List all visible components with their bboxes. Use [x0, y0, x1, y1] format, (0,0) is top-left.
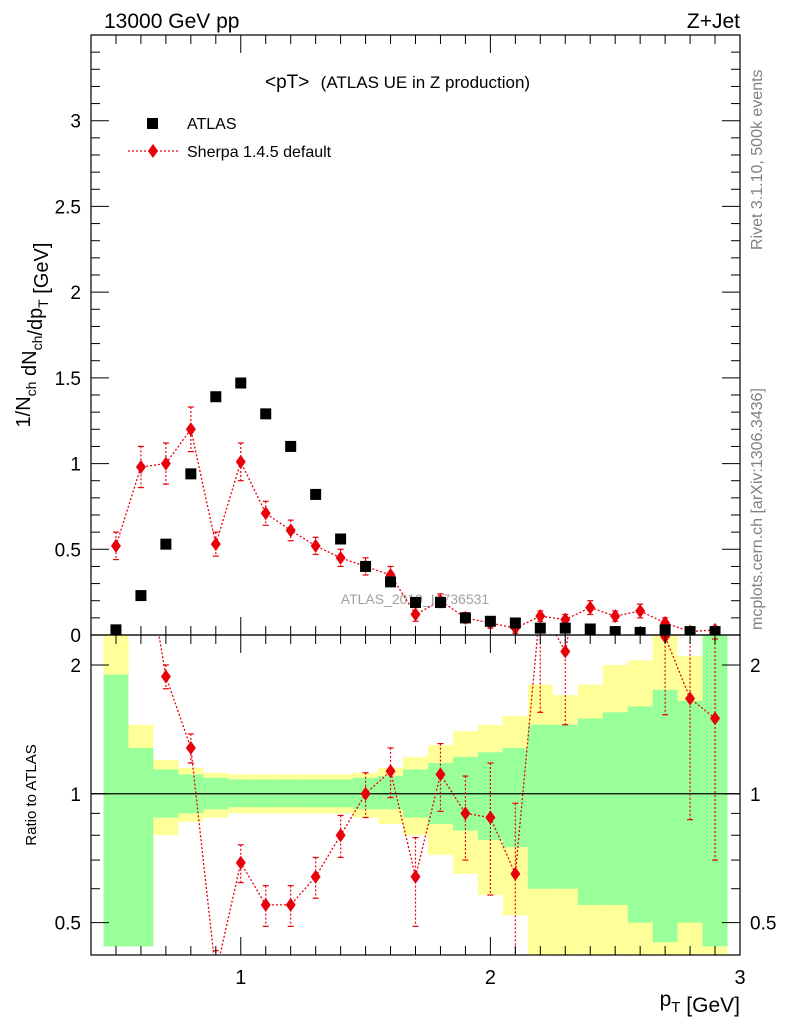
- mc-point: [210, 537, 221, 552]
- x-tick-label: 1: [235, 967, 246, 989]
- ratio-mc-point: [685, 691, 696, 706]
- data-point: [385, 576, 397, 588]
- ratio-band-inner: [702, 635, 728, 947]
- ratio-y-axis-label: Ratio to ATLAS: [23, 744, 40, 845]
- ratio-mc-point: [160, 669, 171, 684]
- ratio-band-inner: [577, 718, 603, 905]
- header-process-label: 13000 GeV pp: [104, 10, 239, 33]
- mc-point: [635, 604, 646, 618]
- main-y-tick-label: 2.5: [55, 197, 81, 218]
- ratio-mc-point: [111, 260, 121, 274]
- mcplots-reference-label: mcplots.cern.ch [arXiv:1306.3436]: [749, 388, 766, 630]
- legend-mc-label: Sherpa 1.4.5 default: [187, 144, 332, 161]
- ratio-y-tick-label-right: 0.5: [750, 914, 776, 935]
- mc-point: [285, 523, 296, 538]
- ratio-mc-point: [610, 470, 620, 484]
- ratio-mc-series: [111, 260, 721, 981]
- ratio-band-inner: [602, 712, 628, 905]
- ratio-band-inner: [502, 747, 528, 848]
- axis-ticks: 0 0.5 1 1.5 2 2.5 3 1 2 3 0.5 0.5 1 1 2 2: [55, 34, 776, 989]
- x-tick-label: 3: [734, 967, 745, 989]
- ratio-y-tick-label: 0.5: [55, 914, 81, 935]
- ratio-mc-point: [360, 786, 371, 801]
- header-analysis-label: Z+Jet: [687, 10, 740, 33]
- mc-point: [410, 607, 421, 622]
- mc-point: [585, 600, 596, 615]
- ratio-mc-point: [585, 507, 595, 521]
- data-point: [160, 538, 172, 550]
- mc-point: [235, 454, 246, 469]
- data-point: [235, 377, 247, 389]
- ratio-mc-point: [310, 869, 321, 884]
- ratio-y-tick-label-right: 2: [750, 656, 761, 677]
- ratio-y-tick-label: 2: [70, 656, 81, 677]
- ratio-mc-point: [560, 644, 571, 659]
- ratio-mc-point: [510, 866, 521, 881]
- data-point: [210, 391, 222, 403]
- ratio-mc-point: [211, 967, 221, 981]
- mc-point: [185, 422, 196, 437]
- ratio-mc-point: [235, 855, 246, 870]
- data-point: [135, 590, 147, 602]
- main-y-tick-label: 2: [70, 283, 81, 304]
- main-data-series: [110, 377, 721, 635]
- data-point: [434, 596, 446, 608]
- ratio-band-inner: [103, 674, 129, 947]
- ratio-band-inner: [552, 724, 578, 889]
- main-y-axis-label: 1/Nch dNch/dpT [GeV]: [13, 243, 53, 428]
- data-point: [335, 533, 347, 545]
- ratio-y-tick-label: 1: [70, 785, 81, 806]
- legend-data-marker: [147, 118, 158, 129]
- mc-point: [160, 456, 171, 471]
- plot-title-main: <pT>: [265, 72, 309, 93]
- data-point: [260, 408, 272, 420]
- ratio-band-inner: [627, 706, 653, 923]
- rivet-version-label: Rivet 3.1.10, 500k events: [749, 69, 766, 250]
- mc-point: [135, 460, 146, 474]
- data-point: [185, 468, 197, 480]
- mc-point: [610, 609, 621, 624]
- plot-title-sub: (ATLAS UE in Z production): [321, 73, 530, 92]
- ratio-mc-point: [435, 767, 446, 782]
- mc-point: [335, 550, 346, 565]
- data-point: [509, 617, 521, 629]
- main-y-tick-label: 3: [70, 112, 81, 133]
- mc-point: [260, 506, 271, 521]
- ratio-mc-point: [460, 806, 471, 821]
- ratio-mc-point: [710, 711, 721, 726]
- ratio-band-inner: [527, 724, 553, 889]
- ratio-mc-point: [410, 869, 421, 884]
- legend-data-label: ATLAS: [187, 116, 237, 133]
- data-point: [360, 560, 372, 572]
- ratio-mc-point: [335, 828, 346, 843]
- data-point: [285, 440, 297, 452]
- legend-mc-marker: [148, 144, 158, 158]
- main-y-tick-label: 0: [70, 626, 81, 647]
- x-axis-label: pT [GeV]: [660, 988, 740, 1017]
- ratio-mc-point: [285, 897, 296, 912]
- main-y-tick-label: 0.5: [55, 540, 81, 561]
- mc-point: [310, 538, 321, 553]
- ratio-mc-point: [385, 764, 396, 779]
- data-point: [310, 488, 322, 500]
- main-y-tick-label: 1: [70, 455, 81, 476]
- ratio-band-inner: [128, 747, 154, 947]
- ratio-mc-point: [485, 810, 496, 825]
- ratio-y-tick-label-right: 1: [750, 785, 761, 806]
- mc-point: [535, 609, 546, 624]
- ratio-mc-point: [185, 740, 196, 755]
- x-tick-label: 2: [485, 967, 496, 989]
- ratio-mc-point: [136, 520, 146, 534]
- ratio-band-inner: [652, 689, 678, 943]
- main-y-tick-label: 1.5: [55, 369, 81, 390]
- data-point: [459, 612, 471, 624]
- ratio-mc-point: [260, 897, 271, 912]
- plot-title: <pT> (ATLAS UE in Z production): [265, 72, 530, 93]
- data-point: [410, 596, 421, 608]
- mc-point: [110, 538, 121, 553]
- ratio-mc-point: [635, 378, 645, 392]
- legend: ATLAS Sherpa 1.4.5 default: [128, 116, 332, 161]
